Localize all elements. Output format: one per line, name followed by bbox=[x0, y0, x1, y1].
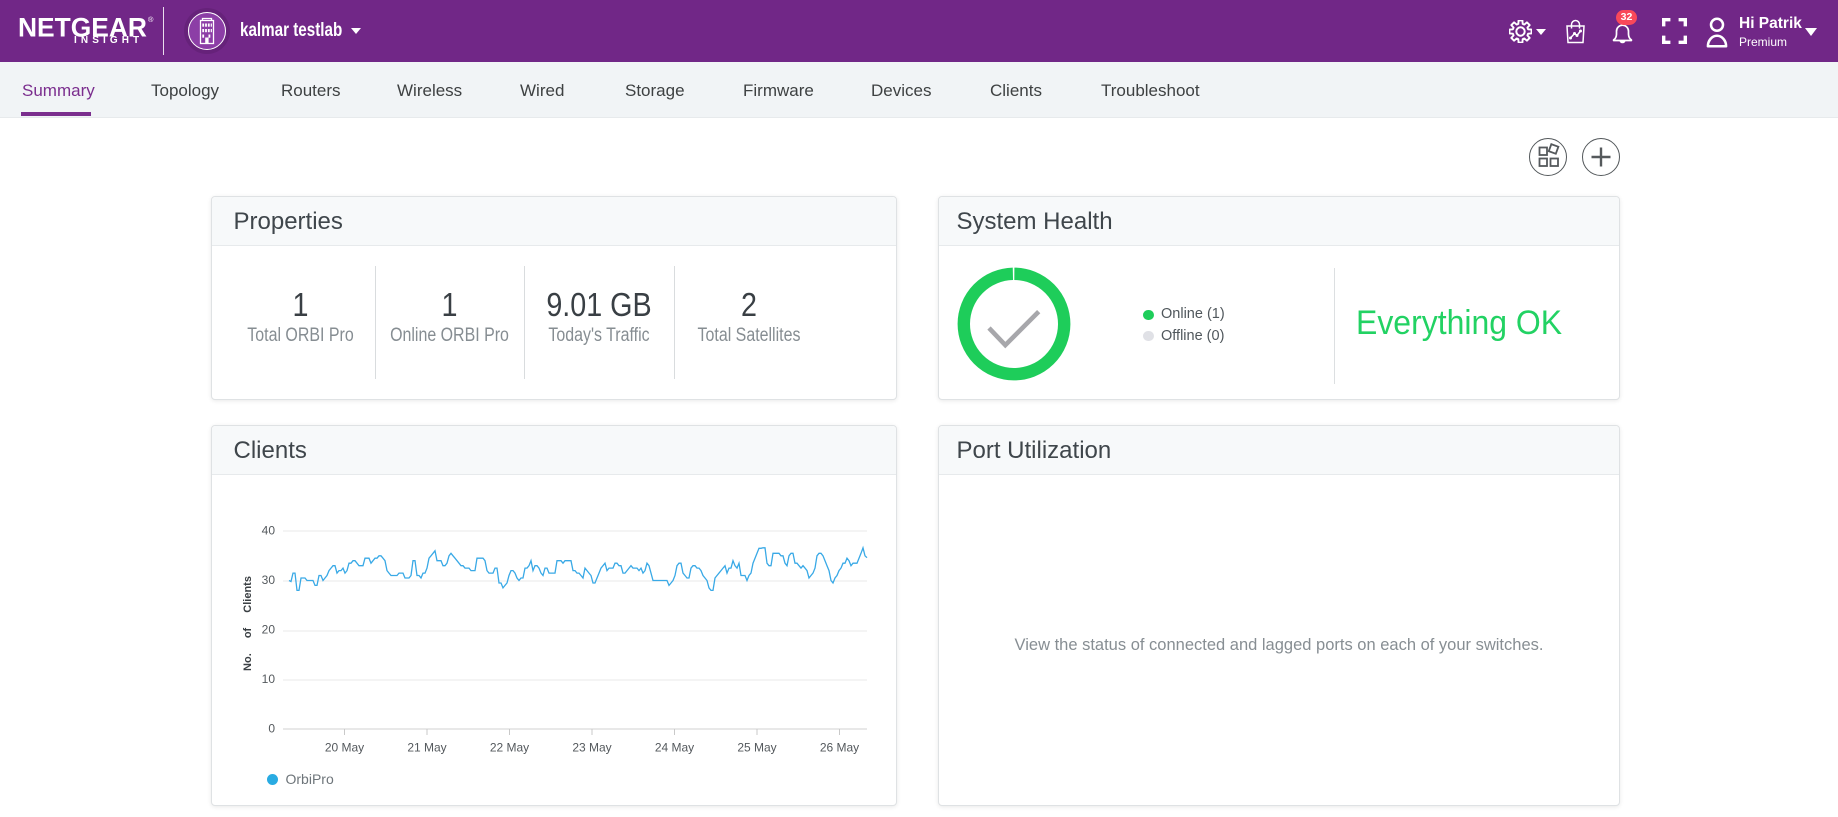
svg-text:20: 20 bbox=[262, 623, 276, 637]
svg-text:40: 40 bbox=[262, 524, 276, 538]
svg-text:23 May: 23 May bbox=[572, 741, 611, 755]
svg-text:21 May: 21 May bbox=[407, 741, 446, 755]
svg-text:No. of Clients: No. of Clients bbox=[242, 576, 254, 671]
svg-text:0: 0 bbox=[268, 722, 275, 736]
svg-text:25 May: 25 May bbox=[737, 741, 776, 755]
svg-text:26 May: 26 May bbox=[820, 741, 859, 755]
svg-text:22 May: 22 May bbox=[490, 741, 529, 755]
svg-text:20 May: 20 May bbox=[325, 741, 364, 755]
svg-text:10: 10 bbox=[262, 672, 276, 686]
svg-text:30: 30 bbox=[262, 573, 276, 587]
svg-text:24 May: 24 May bbox=[655, 741, 694, 755]
